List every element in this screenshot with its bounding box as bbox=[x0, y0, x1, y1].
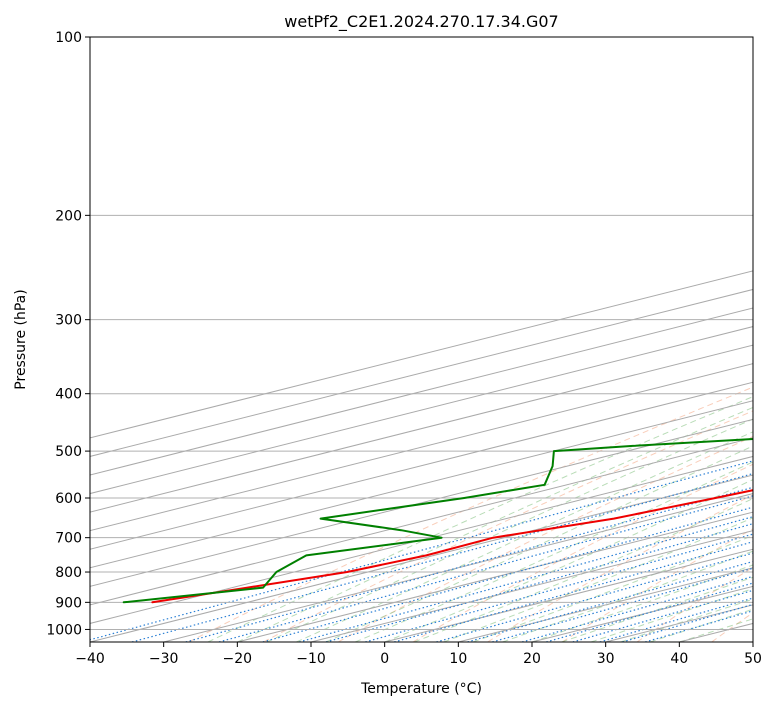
y-axis: 100 200 300 400 500 600 700 800 900 1000 bbox=[46, 30, 90, 638]
x-axis: −40 −30 −20 −10 0 10 20 30 40 50 bbox=[75, 642, 762, 667]
isotherm-line bbox=[90, 418, 753, 587]
isotherm-line bbox=[90, 455, 753, 624]
mixing-ratio-line bbox=[218, 495, 753, 642]
x-tick-label: −30 bbox=[149, 651, 179, 667]
background-lines bbox=[90, 270, 753, 642]
chart-title: wetPf2_C2E1.2024.270.17.34.G07 bbox=[284, 12, 558, 32]
y-tick-label: 100 bbox=[55, 30, 82, 46]
moist-adiabat bbox=[590, 588, 753, 642]
mixing-ratio-line bbox=[622, 603, 753, 642]
y-tick-label: 300 bbox=[55, 313, 82, 329]
moist-adiabat bbox=[502, 550, 753, 642]
moist-adiabat bbox=[413, 498, 753, 642]
isotherm-line bbox=[90, 474, 753, 642]
x-tick-label: 40 bbox=[670, 651, 688, 667]
dry-adiabat bbox=[337, 435, 753, 642]
isotherm-line bbox=[90, 363, 753, 532]
plot-frame bbox=[89, 36, 754, 643]
isotherm-line bbox=[90, 381, 753, 550]
isotherm-line bbox=[310, 530, 753, 642]
y-tick-label: 400 bbox=[55, 387, 82, 403]
isotherm-line bbox=[90, 326, 753, 495]
sounding-traces bbox=[122, 438, 753, 604]
dry-adiabat bbox=[412, 463, 753, 642]
y-tick-label: 1000 bbox=[46, 622, 82, 638]
mixing-ratio-line bbox=[325, 523, 753, 642]
mixing-ratio-line bbox=[262, 506, 753, 642]
mixing-ratio-line bbox=[436, 552, 753, 642]
isotherm-line bbox=[163, 493, 753, 642]
y-tick-label: 600 bbox=[55, 491, 82, 507]
mixing-ratio-line bbox=[299, 516, 753, 642]
y-tick-label: 900 bbox=[55, 595, 82, 611]
mixing-ratio-line bbox=[521, 575, 753, 642]
mixing-ratio-line bbox=[572, 589, 753, 642]
y-tick-label: 800 bbox=[55, 565, 82, 581]
isotherm-line bbox=[458, 567, 753, 642]
dry-adiabat bbox=[487, 494, 753, 642]
isotherm-line bbox=[90, 400, 753, 569]
isotherm-line bbox=[237, 511, 753, 642]
isotherm-line bbox=[679, 622, 753, 642]
y-tick-label: 200 bbox=[55, 208, 82, 224]
isotherm-line bbox=[90, 307, 753, 476]
mixing-ratio-line bbox=[90, 460, 753, 641]
x-tick-label: −20 bbox=[223, 651, 253, 667]
isotherm-line bbox=[90, 344, 753, 513]
x-tick-label: 20 bbox=[523, 651, 541, 667]
temperature-trace bbox=[151, 489, 753, 604]
moist-adiabat bbox=[679, 618, 753, 642]
dry-adiabat bbox=[263, 410, 753, 642]
moist-adiabat bbox=[384, 479, 753, 642]
isotherm-line bbox=[90, 288, 753, 457]
moist-adiabat bbox=[561, 576, 753, 642]
mixing-ratio-line bbox=[645, 610, 753, 642]
moist-adiabat bbox=[296, 431, 753, 642]
x-tick-label: 50 bbox=[744, 651, 762, 667]
isotherm-line bbox=[752, 641, 753, 642]
mixing-ratio-line bbox=[185, 486, 753, 642]
isotherm-line bbox=[90, 437, 753, 606]
x-tick-label: −40 bbox=[75, 651, 105, 667]
pressure-gridlines bbox=[90, 36, 753, 630]
x-tick-label: 30 bbox=[597, 651, 615, 667]
y-tick-label: 700 bbox=[55, 531, 82, 547]
mixing-ratio-line bbox=[599, 597, 753, 642]
moist-adiabat bbox=[325, 445, 753, 642]
x-tick-label: −10 bbox=[296, 651, 326, 667]
moist-adiabat bbox=[531, 564, 753, 642]
y-tick-label: 500 bbox=[55, 444, 82, 460]
dewpoint-trace bbox=[122, 438, 753, 604]
moist-adiabat bbox=[237, 406, 753, 642]
moist-adiabat bbox=[443, 517, 753, 642]
dry-adiabat bbox=[636, 566, 753, 642]
isotherm-line bbox=[531, 585, 753, 642]
x-tick-label: 0 bbox=[380, 651, 389, 667]
isotherm-line bbox=[90, 270, 753, 439]
x-axis-label: Temperature (°C) bbox=[360, 681, 482, 697]
x-tick-label: 10 bbox=[449, 651, 467, 667]
y-axis-label: Pressure (hPa) bbox=[13, 289, 29, 389]
dry-adiabat bbox=[188, 386, 753, 642]
